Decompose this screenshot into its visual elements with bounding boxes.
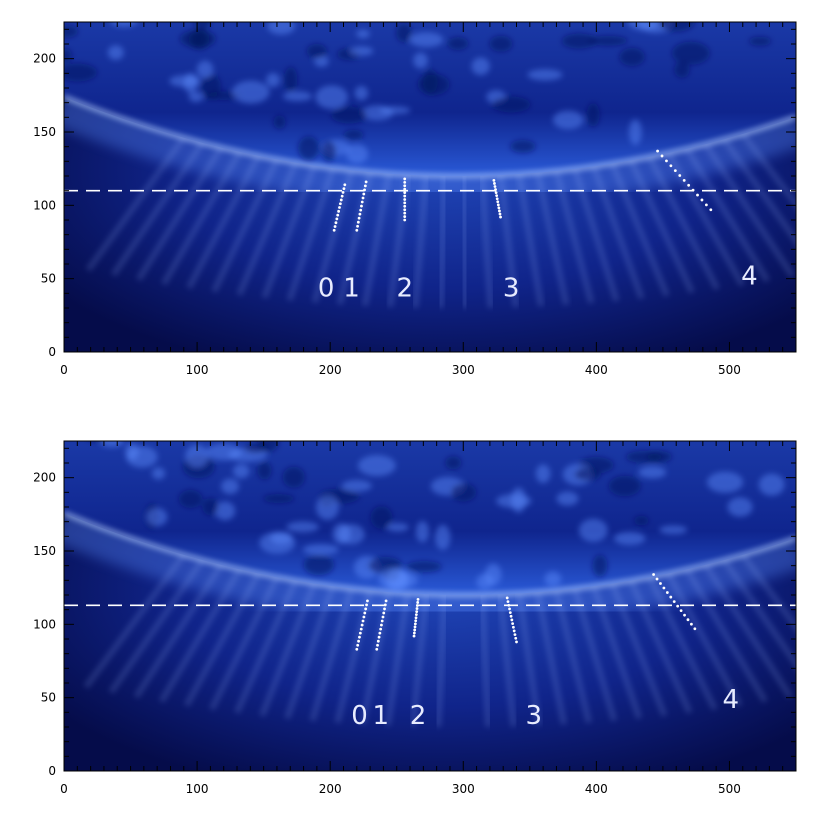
x-tick-label: 300: [452, 782, 475, 796]
x-axis: [63, 441, 797, 771]
plume-track-2: [412, 598, 420, 638]
limb-rim: [64, 95, 796, 178]
x-tick-label: 500: [718, 363, 741, 377]
plume-track-4: [652, 573, 697, 631]
x-tick-label: 300: [452, 363, 475, 377]
x-tick-label: 400: [585, 782, 608, 796]
x-tick-label: 0: [60, 363, 68, 377]
disk-texture: [64, 22, 772, 164]
plume-track-4: [656, 149, 713, 212]
solar-disk: [64, 22, 796, 176]
disk-texture: [90, 441, 785, 593]
y-tick-label: 100: [33, 198, 56, 212]
plume-rays: [83, 553, 796, 727]
y-tick-label: 50: [41, 272, 56, 286]
y-tick-label: 150: [33, 125, 56, 139]
plume-label-0: 0: [318, 273, 335, 303]
x-axis: [63, 22, 797, 352]
y-tick-label: 200: [33, 471, 56, 485]
x-tick-label: 500: [718, 782, 741, 796]
plume-track-2: [403, 177, 407, 222]
plume-label-4: 4: [723, 685, 740, 715]
plume-track-0: [355, 599, 369, 651]
axes-frame: [63, 21, 797, 353]
y-axis: [64, 447, 796, 772]
y-tick-label: 200: [33, 52, 56, 66]
plume-label-0: 0: [351, 701, 368, 731]
x-tick-label: 100: [186, 782, 209, 796]
plume-label-1: 1: [343, 273, 360, 303]
plume-track-1: [375, 599, 388, 651]
y-tick-label: 0: [48, 764, 56, 778]
plume-label-2: 2: [396, 273, 413, 303]
plume-track-3: [505, 596, 518, 644]
limb-rim: [64, 511, 796, 597]
x-tick-label: 100: [186, 363, 209, 377]
x-tick-label: 0: [60, 782, 68, 796]
y-tick-label: 100: [33, 617, 56, 631]
plume-track-0: [332, 183, 347, 232]
y-axis: [64, 28, 796, 353]
plume-label-3: 3: [526, 701, 543, 731]
y-tick-label: 150: [33, 544, 56, 558]
y-tick-label: 0: [48, 345, 56, 359]
plume-label-1: 1: [372, 701, 389, 731]
x-tick-label: 400: [585, 363, 608, 377]
plume-track-1: [355, 180, 368, 232]
plume-label-4: 4: [741, 262, 758, 292]
plume-label-3: 3: [503, 273, 520, 303]
x-tick-label: 200: [319, 782, 342, 796]
x-tick-label: 200: [319, 363, 342, 377]
plume-track-3: [492, 179, 502, 219]
plume-label-2: 2: [410, 701, 427, 731]
plume-rays: [85, 132, 796, 309]
y-tick-label: 50: [41, 691, 56, 705]
axes-frame: [63, 440, 797, 772]
